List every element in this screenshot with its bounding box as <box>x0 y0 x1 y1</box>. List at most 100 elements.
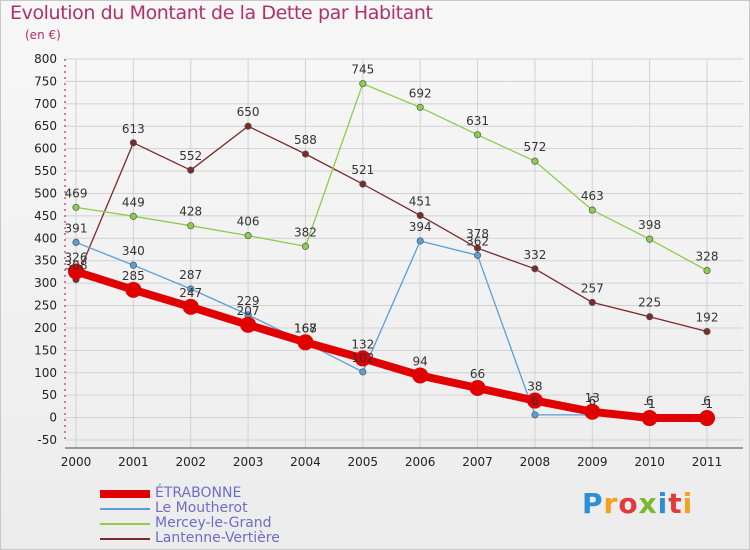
data-point <box>72 238 80 246</box>
data-point <box>244 122 252 130</box>
data-label: 692 <box>409 86 432 100</box>
series-lines <box>68 80 715 427</box>
logo-letter: i <box>657 487 669 520</box>
data-label: 340 <box>122 244 145 258</box>
data-label: 451 <box>409 194 432 208</box>
x-tick-label: 2007 <box>462 455 493 469</box>
data-label: 102 <box>351 351 374 365</box>
y-tick-label: 550 <box>34 164 57 178</box>
data-point <box>244 232 252 240</box>
data-label: 469 <box>65 186 88 200</box>
data-label: 192 <box>696 311 719 325</box>
data-label: 207 <box>237 304 260 318</box>
y-tick-label: 450 <box>34 209 57 223</box>
y-tick-label: 300 <box>34 276 57 290</box>
x-tick-label: 2005 <box>348 455 379 469</box>
data-label: 308 <box>65 259 88 273</box>
data-label: 378 <box>466 227 489 241</box>
data-label: 362 <box>466 234 489 248</box>
chart-unit: (en €) <box>25 28 61 42</box>
data-label: 38 <box>527 380 542 394</box>
data-label: -1 <box>701 397 713 411</box>
data-point <box>359 80 367 88</box>
data-point <box>531 157 539 165</box>
data-label: 168 <box>294 321 317 335</box>
y-tick-label: 500 <box>34 186 57 200</box>
y-tick-label: 100 <box>34 366 57 380</box>
data-point <box>412 367 429 384</box>
data-label: 463 <box>581 189 604 203</box>
data-point <box>72 203 80 211</box>
x-tick-label: 2001 <box>118 455 149 469</box>
data-point <box>588 206 596 214</box>
data-point <box>641 410 658 427</box>
logo-letter: P <box>582 487 604 520</box>
data-point <box>416 103 424 111</box>
data-label: 449 <box>122 195 145 209</box>
legend-item: Lantenne-Vertière <box>100 531 280 546</box>
data-label: 229 <box>237 294 260 308</box>
y-tick-label: 800 <box>34 52 57 66</box>
y-tick-label: 600 <box>34 142 57 156</box>
y-tick-label: 400 <box>34 231 57 245</box>
data-label: -1 <box>644 397 656 411</box>
logo-letter: t <box>668 487 683 520</box>
logo-letter: i <box>682 487 694 520</box>
y-tick-label: 0 <box>49 411 57 425</box>
data-point <box>703 327 711 336</box>
data-label: 572 <box>523 140 546 154</box>
data-label: 391 <box>65 221 88 235</box>
data-label: 287 <box>179 268 202 282</box>
x-tick-label: 2002 <box>175 455 206 469</box>
x-tick-label: 2011 <box>692 455 723 469</box>
data-label: 66 <box>470 367 485 381</box>
logo-letter: x <box>638 487 658 520</box>
y-tick-label: 150 <box>34 343 57 357</box>
logo-letter: r <box>603 487 619 520</box>
data-label: 328 <box>696 250 719 264</box>
data-point <box>125 281 142 298</box>
data-point <box>473 131 482 139</box>
data-point <box>416 237 424 245</box>
data-point <box>703 267 711 275</box>
data-label: 552 <box>179 149 202 163</box>
data-point <box>473 251 482 259</box>
legend: ÉTRABONNE Le Moutherot Mercey-le-Grand Lant… <box>100 486 280 546</box>
data-label: 225 <box>638 296 661 310</box>
data-point <box>473 244 482 252</box>
data-point <box>240 316 257 333</box>
data-point <box>526 392 543 409</box>
data-label: 382 <box>294 225 317 239</box>
data-label: 13 <box>585 391 600 405</box>
legend-label: Lantenne-Vertière <box>155 530 280 546</box>
data-label: 613 <box>122 122 145 136</box>
data-point <box>129 261 137 269</box>
data-label: 6 <box>588 394 596 408</box>
data-label: 167 <box>294 322 317 336</box>
data-label: 631 <box>466 114 489 128</box>
data-point <box>182 298 199 315</box>
data-point <box>301 242 310 250</box>
data-label: 247 <box>179 286 202 300</box>
data-point <box>646 235 654 243</box>
data-label: 285 <box>122 269 145 283</box>
legend-label: ÉTRABONNE <box>155 485 242 501</box>
data-point <box>129 212 137 220</box>
x-tick-label: 2006 <box>405 455 436 469</box>
data-label: 132 <box>351 337 374 351</box>
data-label: 521 <box>351 163 374 177</box>
data-label: 588 <box>294 133 317 147</box>
series-line-3 <box>75 125 708 333</box>
data-label: 326 <box>65 250 88 264</box>
legend-swatch <box>100 537 150 540</box>
data-point <box>646 313 654 321</box>
data-label: 6 <box>531 394 539 408</box>
data-label: 257 <box>581 281 604 295</box>
legend-swatch <box>100 507 150 510</box>
y-tick-label: 350 <box>34 254 57 268</box>
y-tick-label: 50 <box>42 388 57 402</box>
data-point <box>354 350 371 367</box>
